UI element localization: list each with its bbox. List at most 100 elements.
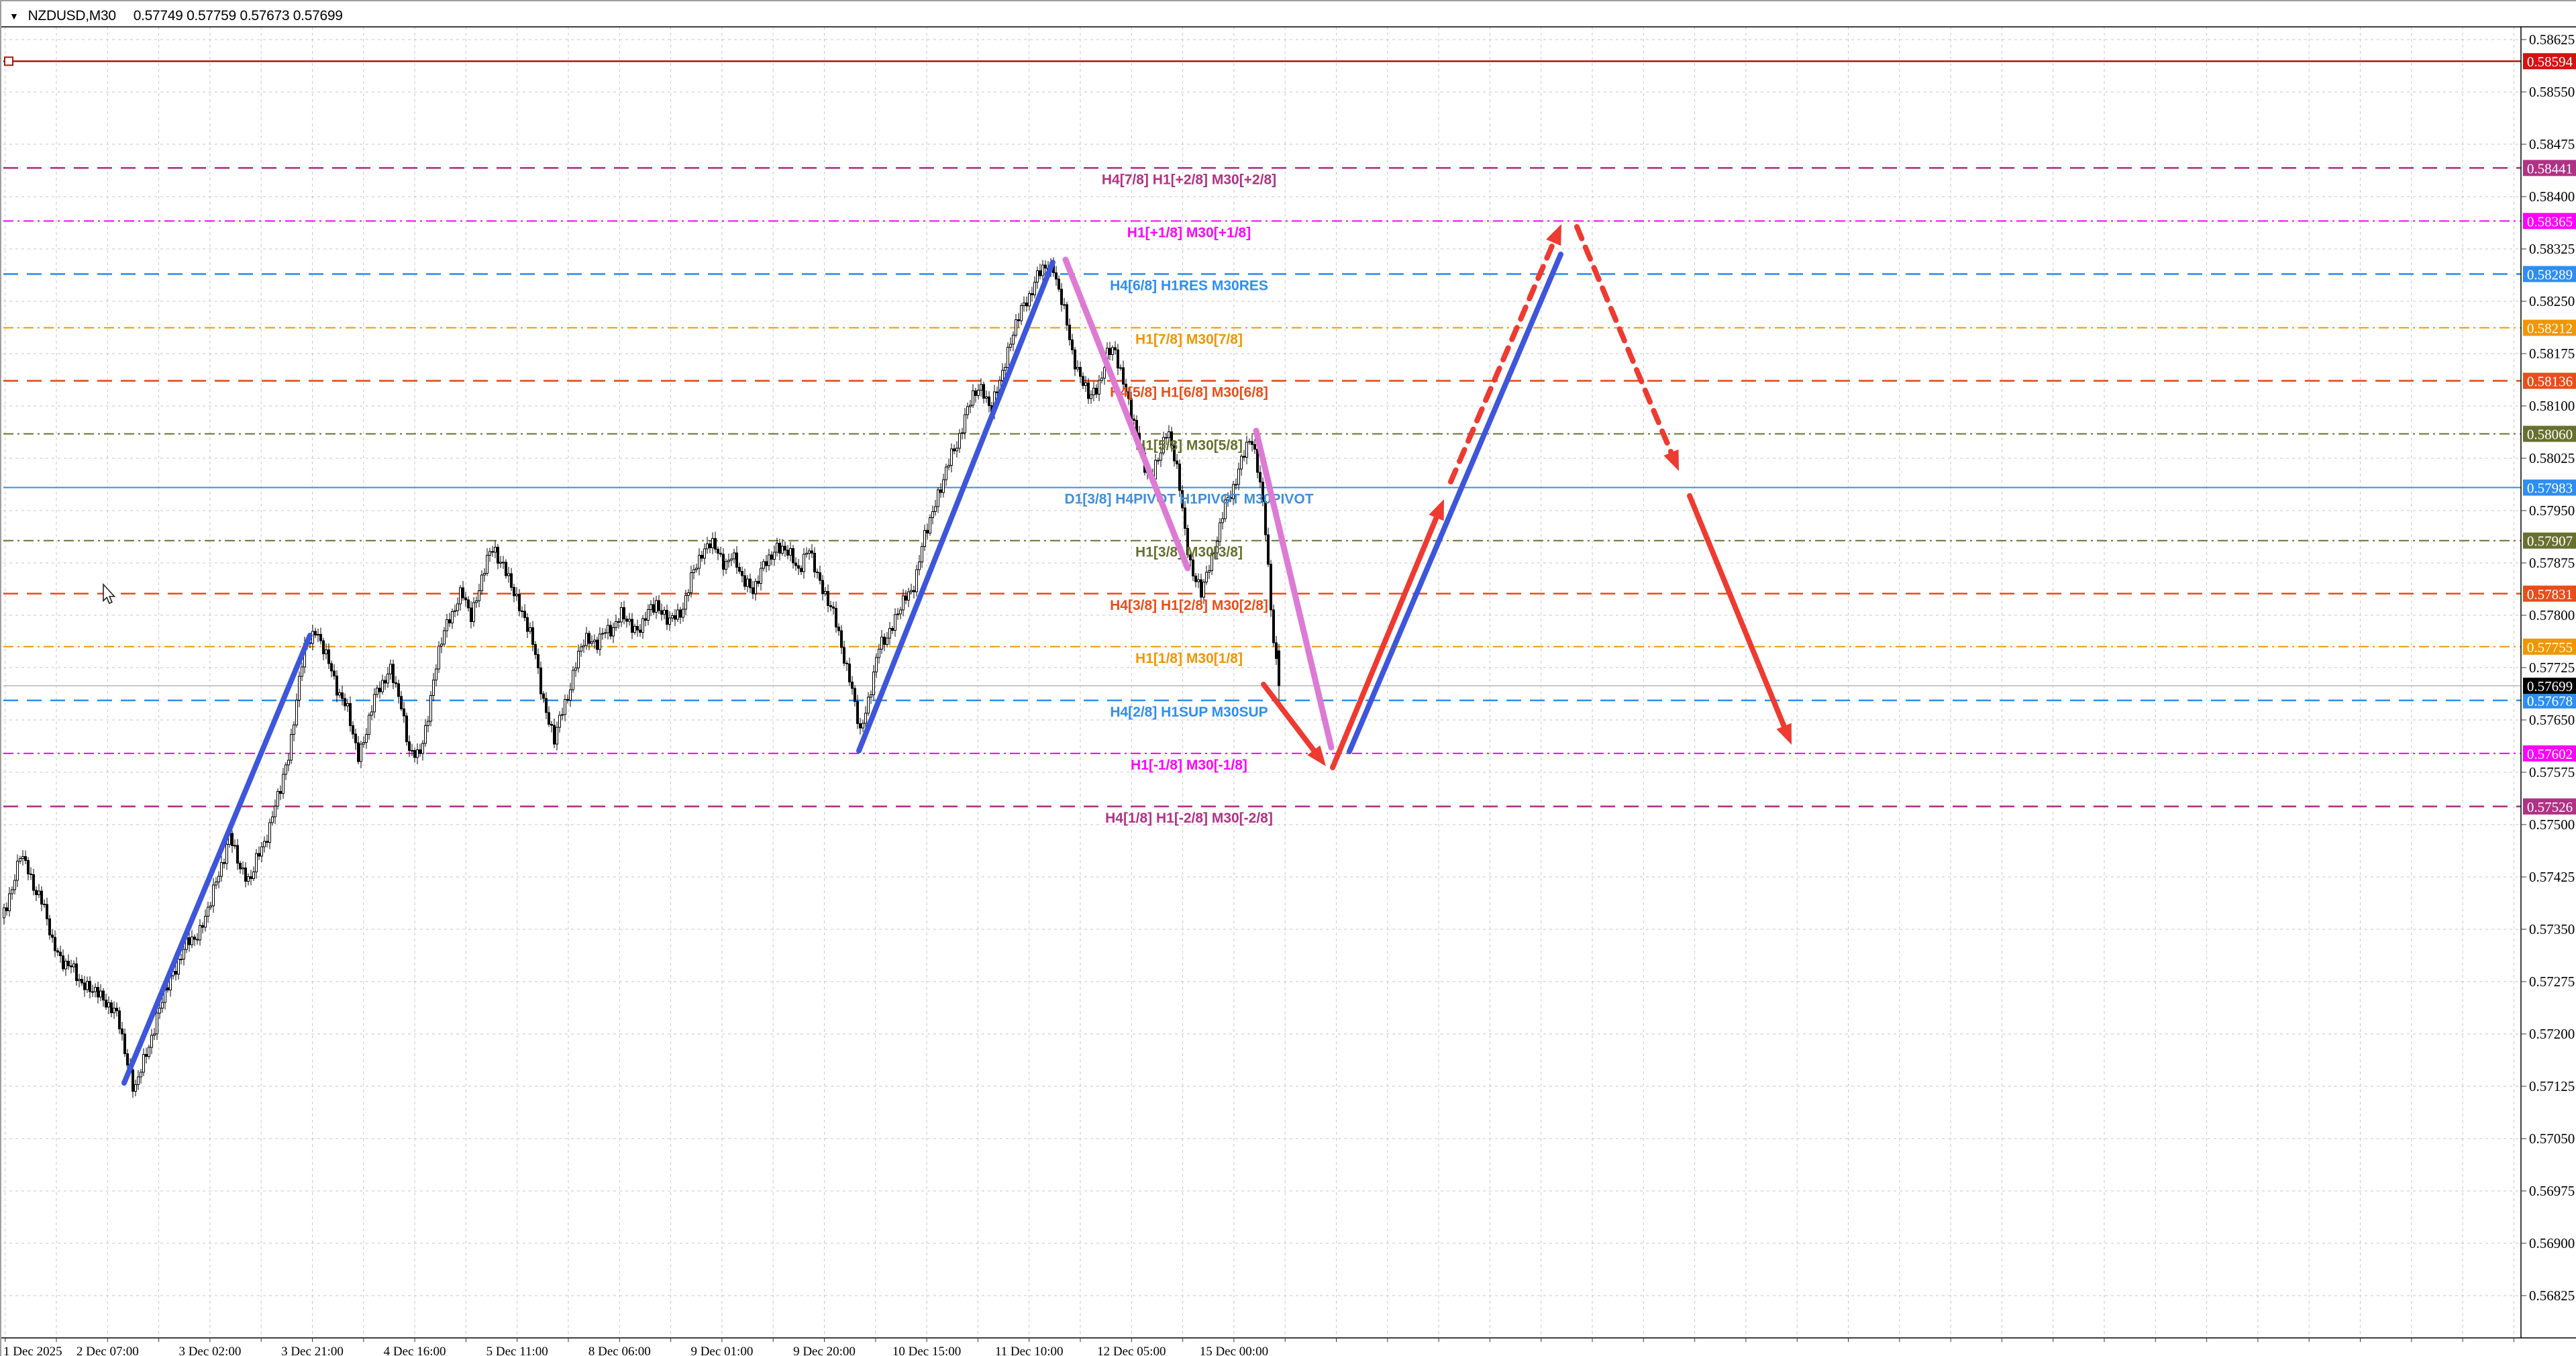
candle-body	[72, 963, 75, 968]
candle-body	[48, 918, 51, 935]
candle-body	[1095, 388, 1098, 395]
price-badge-murrey-9-bg	[2523, 638, 2576, 655]
candle-body	[845, 662, 848, 665]
candle-body	[107, 1002, 110, 1008]
candle-body	[349, 702, 352, 726]
time-axis-label: 3 Dec 21:00	[281, 1345, 344, 1356]
candle-body	[856, 700, 859, 725]
candle-body	[231, 833, 234, 846]
candle-body	[3, 907, 5, 919]
hline-selection-handle[interactable]	[4, 56, 13, 66]
candle-body	[1017, 319, 1020, 321]
candle-body	[1224, 499, 1227, 519]
arrow-red-down-1-head	[1307, 745, 1326, 766]
candle-body	[727, 560, 730, 562]
candle-body	[102, 990, 105, 1000]
arrow-red-up-dashed[interactable]	[1448, 224, 1561, 484]
candle-body	[762, 561, 765, 569]
candle-body	[97, 986, 99, 998]
candle-body	[344, 698, 346, 707]
price-badge-redline-text: 0.58594	[2527, 54, 2573, 70]
candle-body	[1208, 570, 1210, 573]
ohlc-values: 0.57749 0.57759 0.57673 0.57699	[133, 8, 343, 23]
axes: 0.58625 0.58550 0.58475 0.58400 0.58325 0.582…	[1, 26, 2576, 1356]
candle-body	[1256, 449, 1259, 473]
projection-blue-up[interactable]	[1347, 252, 1563, 754]
trendline-blue-2[interactable]	[856, 260, 1055, 753]
candle-body	[523, 611, 526, 619]
candle-body	[145, 1053, 148, 1057]
murrey-label-12: H4[1/8] H1[-2/8] M30[-2/8]	[1105, 811, 1273, 826]
candle-body	[827, 591, 829, 606]
candle-body	[1165, 437, 1168, 439]
symbol-dropdown-icon[interactable]: ▼	[9, 11, 19, 21]
price-badge-murrey-7: 0.57907	[2523, 532, 2576, 550]
candle-body	[808, 550, 811, 554]
price-badge-redline: 0.58594	[2523, 53, 2576, 70]
candle-body	[32, 874, 35, 891]
candle-body	[1117, 350, 1119, 369]
candle-body	[1087, 382, 1090, 399]
trendline-pink-2[interactable]	[1253, 427, 1335, 751]
arrow-red-down-dashed[interactable]	[1574, 224, 1679, 471]
candle-body	[64, 961, 67, 970]
arrow-red-up-solid[interactable]	[1330, 499, 1444, 770]
candle-body	[1098, 380, 1100, 395]
candle-body	[964, 414, 966, 433]
candle-body	[421, 743, 424, 754]
trendline-blue-1[interactable]	[121, 633, 313, 1086]
candle-body	[566, 698, 569, 700]
candle-body	[972, 390, 974, 406]
candle-body	[464, 597, 467, 601]
candle-body	[70, 965, 72, 968]
candle-body	[1243, 456, 1245, 458]
candle-body	[215, 882, 217, 886]
candle-body	[279, 791, 282, 794]
price-tick-label: 0.57350	[2529, 921, 2575, 937]
arrow-red-down-solid[interactable]	[1687, 493, 1792, 745]
candle-body	[1031, 293, 1033, 296]
candle-body	[118, 1010, 121, 1030]
candle-body	[872, 671, 875, 696]
arrow-red-down-1[interactable]	[1261, 682, 1326, 766]
candle-body	[81, 979, 83, 984]
candle-body	[314, 631, 317, 636]
arrow-red-up-solid-shaft	[1330, 511, 1441, 770]
candle-body	[322, 640, 325, 655]
candle-body	[803, 554, 805, 572]
candle-body	[1036, 270, 1039, 282]
candle-body	[821, 580, 824, 594]
candle-body	[676, 609, 679, 620]
arrow-red-up-dashed-head	[1546, 224, 1561, 246]
candle-body	[679, 609, 682, 618]
candle-body	[78, 979, 81, 981]
candle-body	[980, 384, 982, 391]
candle-body	[1181, 490, 1184, 509]
candle-body	[526, 617, 529, 632]
candle-body	[242, 868, 244, 870]
candle-body	[531, 627, 534, 645]
candle-body	[405, 715, 408, 742]
candle-body	[360, 743, 362, 762]
trendline-pink-1[interactable]	[1062, 256, 1191, 572]
murrey-levels	[3, 167, 2521, 808]
candle-body	[330, 663, 333, 672]
candle-body	[437, 645, 440, 670]
price-badge-murrey-7-text: 0.57907	[2527, 533, 2573, 550]
candle-body	[926, 529, 929, 533]
candle-body	[811, 550, 813, 554]
candle-body	[875, 657, 878, 672]
time-axis-label: 11 Dec 10:00	[995, 1345, 1064, 1356]
candle-body	[687, 592, 690, 596]
candle-body	[1261, 482, 1264, 503]
candle-body	[628, 619, 631, 622]
candle-body	[220, 862, 223, 877]
candle-body	[647, 609, 650, 621]
candle-body	[403, 708, 405, 717]
price-badge-murrey-10: 0.57678	[2523, 692, 2576, 709]
candle-body	[62, 955, 64, 970]
price-badge-murrey-1-text: 0.58365	[2527, 213, 2573, 229]
price-badge-murrey-9: 0.57755	[2523, 638, 2576, 656]
